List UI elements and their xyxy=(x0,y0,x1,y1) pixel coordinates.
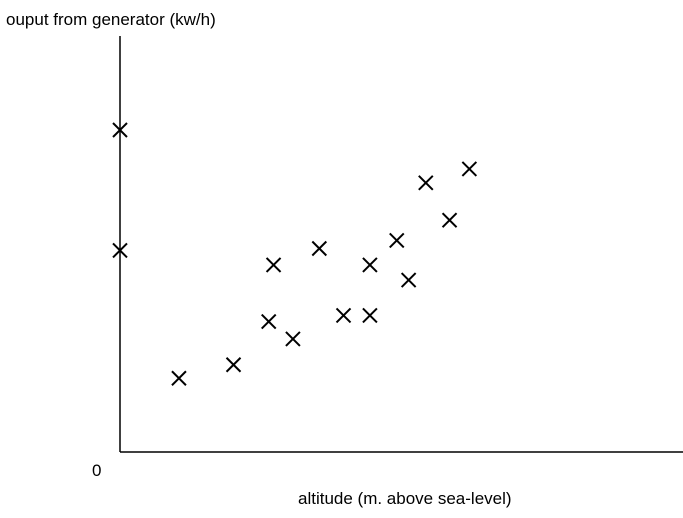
data-point xyxy=(362,307,378,324)
data-point xyxy=(335,307,352,324)
data-points xyxy=(112,122,478,386)
data-point xyxy=(285,331,301,347)
y-axis-label: ouput from generator (kw/h) xyxy=(6,10,216,29)
data-point xyxy=(441,212,458,228)
data-point xyxy=(389,232,405,249)
origin-label: 0 xyxy=(92,461,101,480)
data-point xyxy=(362,257,378,273)
data-point xyxy=(461,161,478,177)
data-point xyxy=(265,257,282,273)
data-point xyxy=(400,272,417,288)
data-point xyxy=(225,357,242,373)
data-point xyxy=(112,122,128,138)
data-point xyxy=(171,370,187,386)
data-point xyxy=(112,242,128,259)
data-point xyxy=(261,313,277,330)
data-point xyxy=(311,240,328,257)
data-point xyxy=(418,175,434,191)
x-axis-label: altitude (m. above sea-level) xyxy=(298,489,512,508)
